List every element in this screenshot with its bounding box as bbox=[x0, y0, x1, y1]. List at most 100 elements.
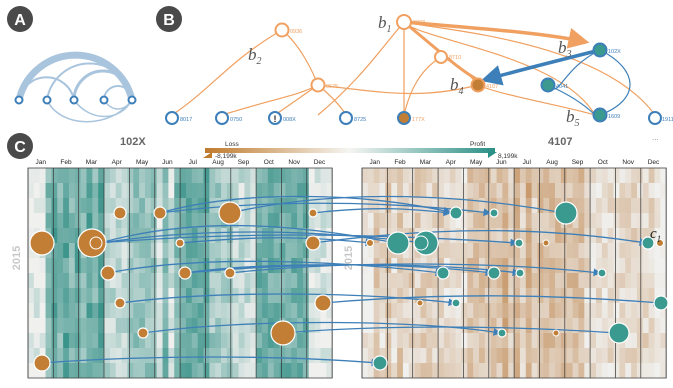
heatmap-cell bbox=[285, 363, 292, 379]
heatmap-cell bbox=[180, 258, 187, 274]
bubble[interactable] bbox=[656, 239, 664, 247]
bubble[interactable] bbox=[178, 266, 192, 280]
tree-node-1911[interactable] bbox=[648, 111, 662, 125]
heatmap-cell bbox=[560, 288, 568, 304]
bubble[interactable] bbox=[218, 201, 242, 225]
heatmap-cell bbox=[525, 198, 532, 214]
bubble[interactable] bbox=[608, 322, 630, 344]
heatmap-cell bbox=[145, 273, 152, 289]
tree-node-0936[interactable] bbox=[274, 22, 290, 38]
tree-node-008X[interactable] bbox=[268, 111, 282, 125]
heatmap-cell bbox=[373, 168, 380, 184]
bubble[interactable] bbox=[308, 208, 318, 218]
bubble[interactable] bbox=[29, 230, 55, 256]
tree-node-4041[interactable] bbox=[540, 77, 556, 93]
heatmap-cell bbox=[455, 333, 462, 349]
bubble[interactable] bbox=[366, 239, 374, 247]
bubble[interactable] bbox=[653, 295, 669, 311]
heatmap-cell bbox=[391, 168, 398, 184]
bubble[interactable] bbox=[153, 206, 167, 220]
heatmap-cell bbox=[80, 273, 87, 289]
bubble[interactable] bbox=[489, 208, 499, 218]
bubble[interactable] bbox=[175, 238, 185, 248]
heatmap-cell bbox=[473, 183, 480, 199]
bubble[interactable] bbox=[372, 355, 388, 371]
bubble[interactable] bbox=[137, 327, 149, 339]
heatmap-cell bbox=[362, 168, 369, 184]
heatmap-cell bbox=[250, 363, 257, 379]
heatmap-cell bbox=[244, 363, 251, 379]
heatmap-cell bbox=[308, 198, 315, 214]
heatmap-cell bbox=[232, 363, 239, 379]
heatmap-cell bbox=[197, 303, 204, 319]
bubble[interactable] bbox=[77, 228, 107, 258]
heatmap-cell bbox=[74, 198, 81, 214]
tree-node-8725[interactable] bbox=[339, 111, 353, 125]
bubble[interactable] bbox=[451, 298, 461, 308]
heatmap-cell bbox=[156, 273, 163, 289]
bubble[interactable] bbox=[449, 206, 463, 220]
heatmap-cell bbox=[314, 318, 321, 334]
heatmap-cell bbox=[631, 333, 638, 349]
heatmap-cell bbox=[74, 243, 81, 259]
tree-node-177X[interactable] bbox=[397, 111, 411, 125]
heatmap-cell bbox=[555, 258, 562, 274]
heatmap-cell bbox=[531, 318, 538, 334]
heatmap-cell bbox=[490, 303, 497, 319]
bubble[interactable] bbox=[514, 238, 524, 248]
heatmap-cell bbox=[109, 258, 117, 274]
heatmap-cell bbox=[320, 348, 327, 364]
tree-node-102X[interactable] bbox=[592, 42, 608, 58]
bubble[interactable] bbox=[305, 235, 321, 251]
heatmap-cell bbox=[473, 363, 480, 379]
heatmap-cell bbox=[502, 213, 509, 229]
heatmap-cell bbox=[109, 333, 117, 349]
tree-node-0750[interactable] bbox=[215, 111, 229, 125]
node-label: 0750 bbox=[230, 117, 242, 123]
heatmap-cell bbox=[226, 258, 234, 274]
bubble[interactable] bbox=[552, 329, 560, 337]
bubble[interactable] bbox=[100, 265, 116, 281]
bubble[interactable] bbox=[314, 294, 332, 312]
bubble[interactable] bbox=[416, 299, 424, 307]
heatmap-cell bbox=[432, 273, 439, 289]
bubble[interactable] bbox=[554, 201, 578, 225]
bubble[interactable] bbox=[487, 266, 501, 280]
bubble[interactable] bbox=[386, 231, 410, 255]
heatmap-cell bbox=[162, 288, 169, 304]
bubble[interactable] bbox=[436, 266, 450, 280]
heatmap-cell bbox=[607, 198, 614, 214]
heatmap-cell bbox=[625, 288, 632, 304]
bubble[interactable] bbox=[270, 320, 296, 346]
heatmap-cell bbox=[596, 243, 603, 259]
tree-node-0003[interactable] bbox=[396, 14, 412, 30]
bubble[interactable] bbox=[413, 230, 439, 256]
heatmap-cell bbox=[63, 213, 70, 229]
heatmap-cell bbox=[443, 303, 451, 319]
heatmap-cell bbox=[232, 318, 239, 334]
bubble[interactable] bbox=[542, 239, 550, 247]
bubble[interactable] bbox=[497, 328, 507, 338]
heatmap-cell bbox=[209, 333, 216, 349]
tree-node-8710[interactable] bbox=[434, 50, 448, 64]
bubble[interactable] bbox=[597, 268, 607, 278]
bubble[interactable] bbox=[33, 354, 51, 372]
bubble[interactable] bbox=[114, 297, 126, 309]
tree-node-1609[interactable] bbox=[592, 107, 608, 123]
heatmap-cell bbox=[625, 198, 632, 214]
tree-node-4107[interactable] bbox=[470, 77, 486, 93]
heatmap-cell bbox=[244, 333, 251, 349]
heatmap-cell bbox=[174, 348, 181, 364]
heatmap-cell bbox=[92, 288, 99, 304]
heatmap-cell bbox=[601, 198, 608, 214]
bubble[interactable] bbox=[113, 206, 127, 220]
bubble[interactable] bbox=[641, 236, 655, 250]
heatmap-cell bbox=[180, 288, 187, 304]
tree-node-8017[interactable] bbox=[165, 111, 179, 125]
bubble[interactable] bbox=[224, 267, 236, 279]
heatmap-cell bbox=[326, 303, 333, 319]
bubble[interactable] bbox=[515, 268, 525, 278]
heatmap-cell bbox=[250, 273, 257, 289]
heatmap-cell bbox=[197, 318, 204, 334]
tree-node-0675[interactable] bbox=[310, 77, 326, 93]
